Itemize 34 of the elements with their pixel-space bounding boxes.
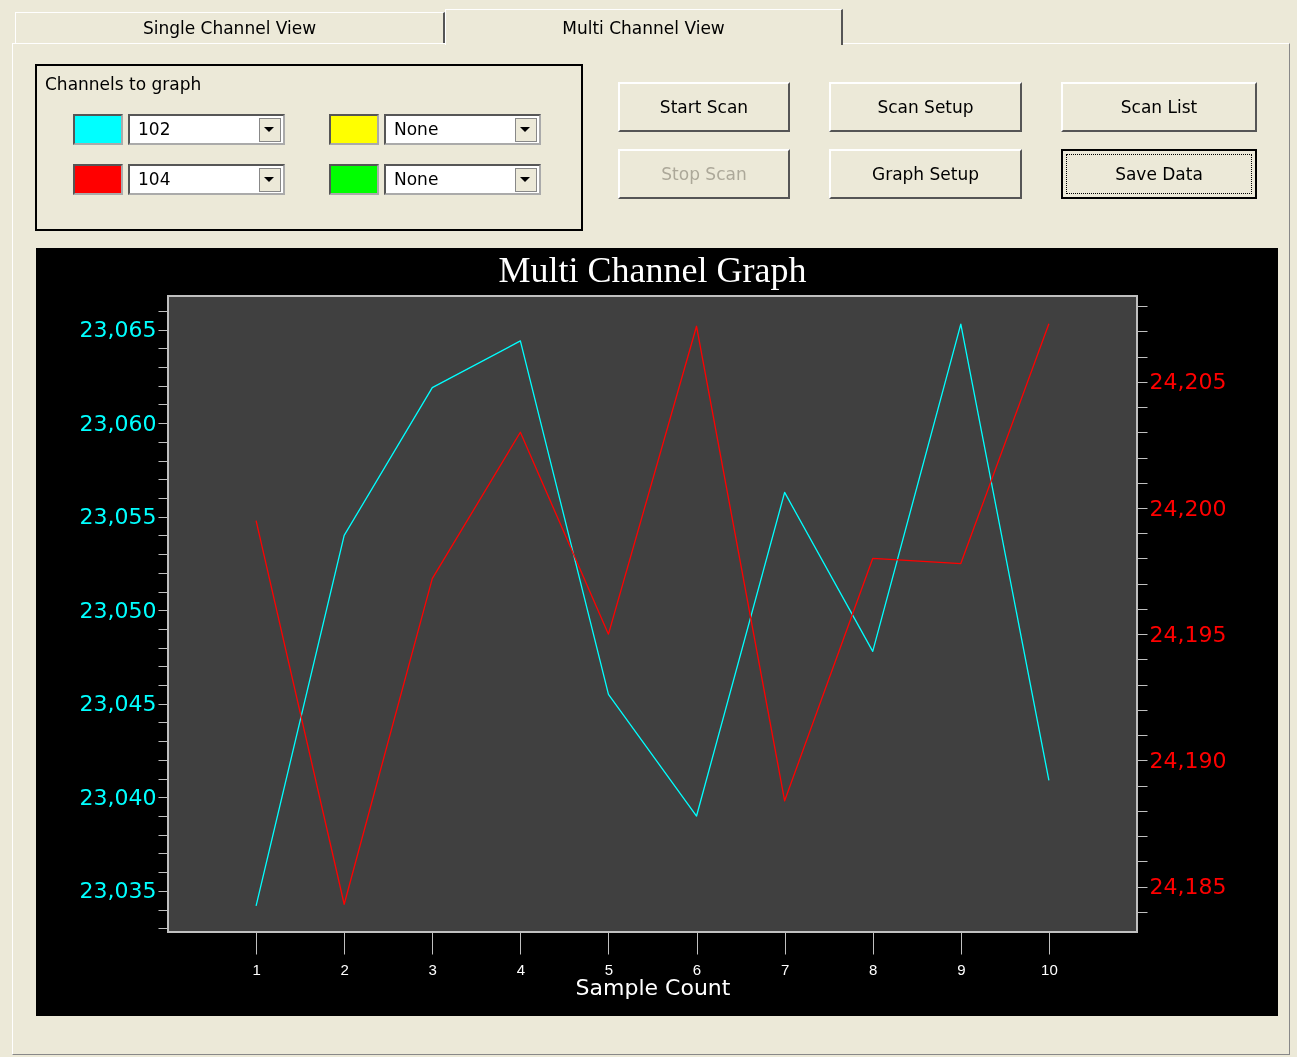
text: Start Scan bbox=[618, 82, 790, 132]
x-tick-label: 10 bbox=[1041, 960, 1058, 978]
y-tick-label: 23,040 bbox=[79, 784, 157, 810]
text: None bbox=[384, 114, 541, 145]
x-tick-label: 3 bbox=[428, 960, 437, 978]
text: Scan List bbox=[1061, 82, 1257, 132]
y-tick-label: 23,050 bbox=[79, 597, 157, 623]
x-tick-label: 7 bbox=[780, 960, 790, 978]
text: 102 bbox=[138, 119, 171, 139]
text: Multi Channel View bbox=[445, 9, 843, 45]
text: Scan Setup bbox=[829, 82, 1022, 132]
y-tick-label: 23,035 bbox=[79, 878, 157, 904]
y2-tick-label: 24,200 bbox=[1149, 495, 1227, 521]
y2-tick-label: 24,195 bbox=[1149, 621, 1227, 647]
x-tick-label: 2 bbox=[340, 960, 349, 978]
x-tick-label: 9 bbox=[957, 960, 966, 978]
text: Graph Setup bbox=[829, 149, 1022, 199]
text: Stop Scan bbox=[618, 149, 790, 199]
y2-tick-label: 24,190 bbox=[1149, 747, 1227, 773]
text: Channels to graph bbox=[45, 74, 202, 94]
y2-tick-label: 24,205 bbox=[1149, 369, 1227, 395]
chart-title: Multi Channel Graph bbox=[498, 250, 807, 290]
x-tick-label: 1 bbox=[252, 960, 261, 978]
text: Save Data bbox=[1061, 149, 1257, 199]
text: None bbox=[384, 164, 541, 195]
y-tick-label: 23,065 bbox=[79, 317, 157, 343]
text: Single Channel View bbox=[15, 12, 445, 43]
y-tick-label: 23,045 bbox=[79, 691, 157, 717]
x-tick-label: 8 bbox=[869, 960, 878, 978]
y2-tick-label: 24,185 bbox=[1149, 874, 1227, 900]
y-tick-label: 23,060 bbox=[79, 410, 157, 436]
x-tick-label: 4 bbox=[516, 960, 526, 978]
y-tick-label: 23,055 bbox=[79, 504, 157, 530]
text: 104 bbox=[138, 169, 171, 189]
